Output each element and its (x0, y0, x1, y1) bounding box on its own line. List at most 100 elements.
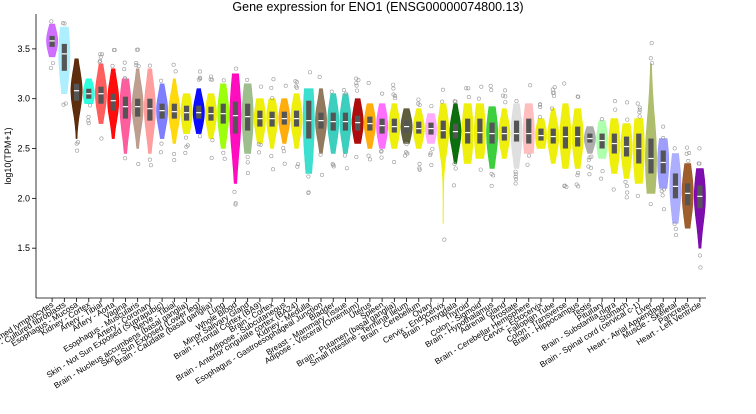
outlier-point (429, 162, 434, 167)
outlier-point (538, 102, 543, 107)
y-tick-label: 3.5 (17, 44, 30, 54)
outlier-point (136, 64, 141, 69)
outlier-point (600, 169, 605, 174)
outlier-point (659, 189, 664, 194)
violin-box-5 (98, 86, 104, 104)
outlier-point (513, 169, 518, 174)
outlier-point (624, 183, 629, 188)
outlier-point (624, 195, 629, 200)
outlier-point (148, 163, 153, 168)
outlier-point (306, 190, 311, 195)
outlier-point (379, 155, 384, 160)
violin-box-22 (306, 100, 312, 139)
outlier-point (393, 96, 398, 101)
outlier-point (245, 77, 250, 82)
violin-54 (693, 168, 706, 249)
outlier-point (514, 99, 519, 104)
outlier-point (684, 151, 689, 156)
outlier-point (537, 115, 542, 120)
violin-box-3 (73, 83, 80, 101)
outlier-point (440, 87, 445, 92)
outlier-point (366, 153, 371, 158)
violin-box-40 (526, 118, 532, 144)
outlier-point (488, 83, 493, 88)
outlier-point (466, 86, 471, 91)
outlier-point (147, 63, 152, 68)
outlier-point (489, 183, 494, 188)
outlier-point (48, 65, 53, 70)
outlier-point (429, 104, 434, 109)
outlier-point (110, 63, 115, 68)
outlier-point (538, 104, 543, 109)
outlier-point (684, 145, 689, 150)
outlier-point (172, 158, 177, 163)
outlier-point (354, 83, 359, 88)
outlier-point (661, 207, 666, 212)
outlier-point (637, 114, 642, 119)
outlier-point (635, 101, 640, 106)
violin-box-9 (147, 98, 153, 121)
outlier-point (258, 142, 263, 147)
outlier-point (134, 61, 139, 66)
outlier-point (576, 94, 581, 99)
violin-box-7 (122, 96, 129, 119)
outlier-point (122, 60, 127, 65)
outlier-point (697, 253, 702, 258)
outlier-point (599, 176, 604, 181)
outlier-point (552, 85, 557, 90)
outlier-point (466, 95, 471, 100)
violin-box-53 (685, 183, 691, 206)
outlier-point (100, 52, 105, 57)
outlier-point (440, 99, 445, 104)
violin-33 (437, 103, 450, 224)
outlier-point (62, 21, 67, 26)
violin-box-16 (232, 101, 239, 134)
violin-box-39 (513, 120, 520, 142)
outlier-point (625, 117, 630, 122)
outlier-point (134, 47, 139, 52)
outlier-point (256, 142, 261, 147)
outlier-point (528, 83, 533, 88)
y-tick-label: 1.5 (17, 243, 30, 253)
outlier-point (576, 170, 581, 175)
outlier-point (147, 157, 152, 162)
outlier-point (233, 201, 238, 206)
outlier-point (158, 150, 163, 155)
outlier-point (123, 76, 128, 81)
outlier-point (294, 80, 299, 85)
outlier-point (172, 152, 177, 157)
outlier-point (308, 70, 313, 75)
violin-box-43 (562, 126, 569, 149)
violin-box-2 (61, 43, 67, 71)
outlier-point (589, 154, 594, 159)
outlier-point (587, 172, 592, 177)
violin-box-8 (135, 98, 141, 117)
outlier-point (451, 183, 456, 188)
outlier-point (550, 87, 555, 92)
outlier-point (97, 59, 102, 64)
outlier-point (196, 77, 201, 82)
outlier-point (209, 74, 214, 79)
outlier-point (318, 152, 323, 157)
outlier-point (452, 161, 457, 166)
outlier-point (623, 179, 628, 184)
violin-box-50 (648, 138, 654, 174)
outlier-point (562, 183, 567, 188)
outlier-point (134, 63, 139, 68)
outlier-point (428, 151, 433, 156)
outlier-point (673, 226, 678, 231)
outlier-point (442, 237, 447, 242)
outlier-point (86, 114, 91, 119)
outlier-point (283, 83, 288, 88)
outlier-point (648, 202, 653, 207)
outlier-point (198, 69, 203, 74)
outlier-point (295, 162, 300, 167)
outlier-point (185, 143, 190, 148)
outlier-point (625, 100, 630, 105)
outlier-point (527, 153, 532, 158)
chart-title: Gene expression for ENO1 (ENSG0000007480… (232, 0, 524, 14)
outlier-point (612, 99, 617, 104)
outlier-point (489, 88, 494, 93)
outlier-point (171, 62, 176, 67)
y-axis-label: log10(TPM+1) (3, 127, 13, 184)
